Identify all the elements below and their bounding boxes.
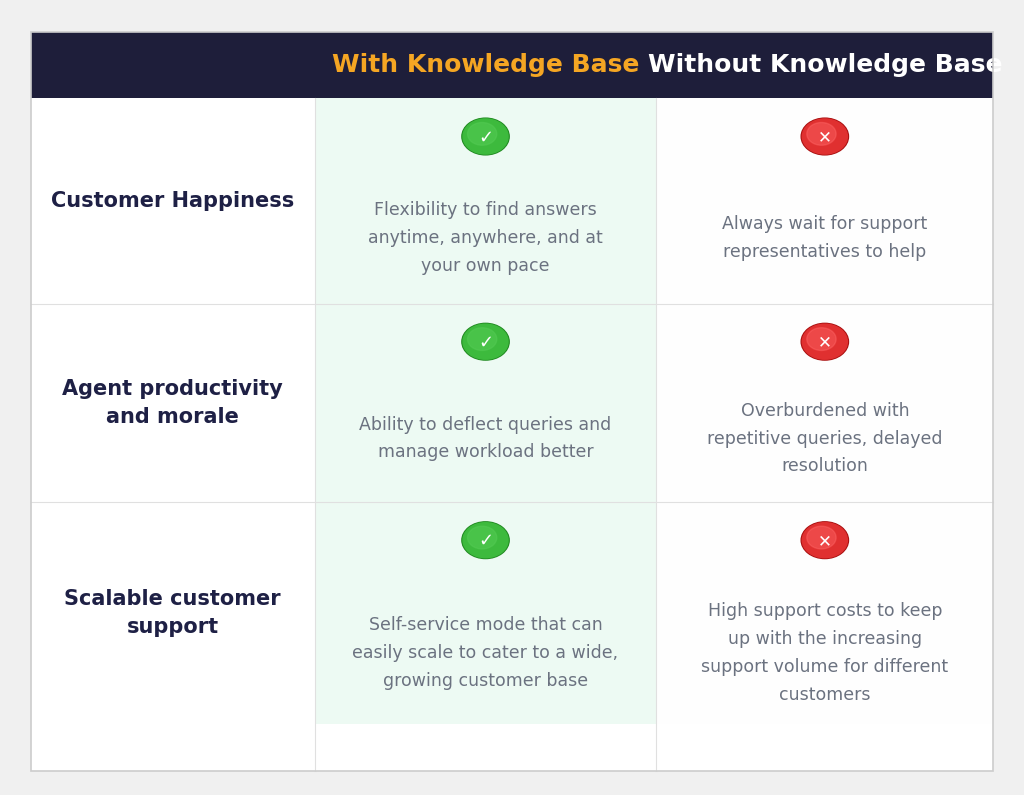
Text: Without Knowledge Base: Without Knowledge Base <box>647 53 1002 77</box>
Text: Agent productivity
and morale: Agent productivity and morale <box>62 378 283 427</box>
Circle shape <box>801 522 849 559</box>
Text: Overburdened with
repetitive queries, delayed
resolution: Overburdened with repetitive queries, de… <box>708 401 942 475</box>
Text: Self-service mode that can
easily scale to cater to a wide,
growing customer bas: Self-service mode that can easily scale … <box>352 616 618 690</box>
Text: ✕: ✕ <box>818 532 831 550</box>
FancyBboxPatch shape <box>31 32 993 771</box>
FancyBboxPatch shape <box>314 502 656 724</box>
FancyBboxPatch shape <box>31 304 314 502</box>
FancyBboxPatch shape <box>314 304 656 502</box>
Circle shape <box>807 122 836 145</box>
FancyBboxPatch shape <box>314 99 656 304</box>
Circle shape <box>468 122 497 145</box>
FancyBboxPatch shape <box>31 32 993 99</box>
Text: Ability to deflect queries and
manage workload better: Ability to deflect queries and manage wo… <box>359 416 611 461</box>
Circle shape <box>468 328 497 351</box>
Circle shape <box>463 324 508 359</box>
Circle shape <box>463 119 508 154</box>
Circle shape <box>468 526 497 549</box>
Text: High support costs to keep
up with the increasing
support volume for different
c: High support costs to keep up with the i… <box>701 603 948 704</box>
Text: ✕: ✕ <box>818 334 831 351</box>
Text: With Knowledge Base: With Knowledge Base <box>332 53 639 77</box>
Circle shape <box>807 526 836 549</box>
Text: Flexibility to find answers
anytime, anywhere, and at
your own pace: Flexibility to find answers anytime, any… <box>369 201 603 275</box>
Circle shape <box>462 324 509 360</box>
Circle shape <box>801 324 849 360</box>
Circle shape <box>462 522 509 559</box>
Circle shape <box>802 324 847 359</box>
Text: ✕: ✕ <box>818 128 831 146</box>
Text: Always wait for support
representatives to help: Always wait for support representatives … <box>722 215 928 261</box>
Circle shape <box>802 522 847 557</box>
Text: ✓: ✓ <box>478 532 494 550</box>
Circle shape <box>462 118 509 155</box>
FancyBboxPatch shape <box>656 304 993 502</box>
Circle shape <box>807 328 836 351</box>
Circle shape <box>802 119 847 154</box>
Text: Customer Happiness: Customer Happiness <box>51 191 294 211</box>
Text: ✓: ✓ <box>478 334 494 351</box>
Circle shape <box>463 522 508 557</box>
FancyBboxPatch shape <box>31 502 314 724</box>
FancyBboxPatch shape <box>31 99 314 304</box>
Text: Scalable customer
support: Scalable customer support <box>65 589 281 637</box>
Circle shape <box>801 118 849 155</box>
FancyBboxPatch shape <box>656 99 993 304</box>
Text: ✓: ✓ <box>478 128 494 146</box>
FancyBboxPatch shape <box>656 502 993 724</box>
